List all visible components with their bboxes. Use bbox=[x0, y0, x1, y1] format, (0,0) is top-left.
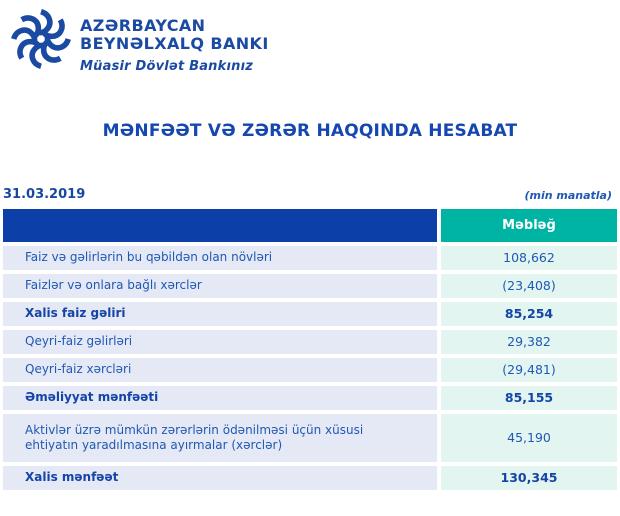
bank-name-line1: AZƏRBAYCAN bbox=[80, 16, 206, 35]
table-row: Qeyri-faiz xərcləri (29,481) bbox=[3, 357, 617, 382]
bank-star-knot-logo-icon bbox=[10, 9, 72, 70]
row-value: 130,345 bbox=[441, 465, 617, 490]
bank-tagline: Müasir Dövlət Bankınız bbox=[80, 58, 254, 74]
row-value: (23,408) bbox=[441, 273, 617, 298]
header-value-cell: Məbləğ bbox=[441, 208, 617, 242]
row-label: Qeyri-faiz gəlirləri bbox=[3, 329, 437, 354]
report-title: MƏNFƏƏT VƏ ZƏRƏR HAQQINDA HESABAT bbox=[102, 120, 518, 141]
table-header-row: Məbləğ bbox=[3, 208, 617, 242]
table-row: Xalis mənfəət 130,345 bbox=[3, 465, 617, 490]
bank-name-block: AZƏRBAYCAN BEYNƏLXALQ BANKI Müasir Dövlə… bbox=[80, 8, 269, 74]
report-meta: 31.03.2019 (min manatla) bbox=[3, 187, 612, 202]
row-value: 45,190 bbox=[441, 413, 617, 462]
bank-name-line2: BEYNƏLXALQ BANKI bbox=[80, 34, 269, 54]
row-value: (29,481) bbox=[441, 357, 617, 382]
bank-header: AZƏRBAYCAN BEYNƏLXALQ BANKI Müasir Dövlə… bbox=[0, 0, 620, 74]
row-label: Faizlər və onlara bağlı xərclər bbox=[3, 273, 437, 298]
row-value: 108,662 bbox=[441, 245, 617, 270]
table-body: Faiz və gəlirlərin bu qəbildən olan növl… bbox=[3, 245, 617, 490]
unit-note: (min manatla) bbox=[524, 188, 612, 202]
table-row: Faiz və gəlirlərin bu qəbildən olan növl… bbox=[3, 245, 617, 270]
row-label: Faiz və gəlirlərin bu qəbildən olan növl… bbox=[3, 245, 437, 270]
row-label: Aktivlər üzrə mümkün zərərlərin ödənilmə… bbox=[3, 413, 437, 462]
table-row: Qeyri-faiz gəlirləri 29,382 bbox=[3, 329, 617, 354]
row-value: 29,382 bbox=[441, 329, 617, 354]
header-label-cell bbox=[3, 208, 437, 242]
profit-loss-table: Məbləğ Faiz və gəlirlərin bu qəbildən ol… bbox=[3, 208, 617, 490]
table-row: Aktivlər üzrə mümkün zərərlərin ödənilmə… bbox=[3, 413, 617, 462]
row-label: Əməliyyat mənfəəti bbox=[3, 385, 437, 410]
report-date: 31.03.2019 bbox=[3, 186, 86, 202]
row-label: Xalis mənfəət bbox=[3, 465, 437, 490]
row-label: Xalis faiz gəliri bbox=[3, 301, 437, 326]
row-label: Qeyri-faiz xərcləri bbox=[3, 357, 437, 382]
row-value: 85,254 bbox=[441, 301, 617, 326]
table-row: Əməliyyat mənfəəti 85,155 bbox=[3, 385, 617, 410]
table-row: Faizlər və onlara bağlı xərclər (23,408) bbox=[3, 273, 617, 298]
row-value: 85,155 bbox=[441, 385, 617, 410]
table-row: Xalis faiz gəliri 85,254 bbox=[3, 301, 617, 326]
